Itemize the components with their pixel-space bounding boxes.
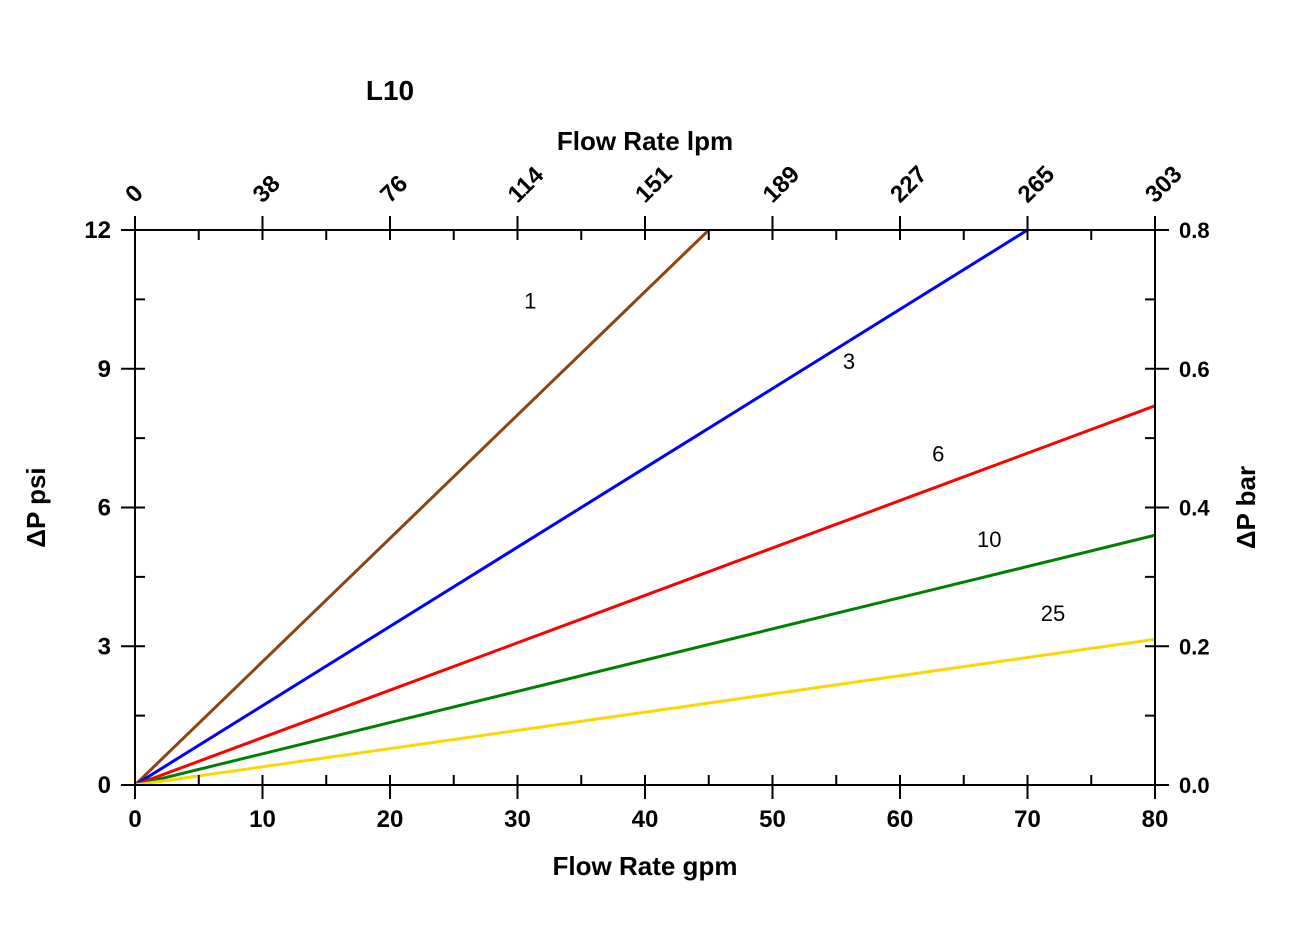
chart-container: L10Flow Rate lpm136102501020304050607080… <box>0 0 1298 952</box>
x-bottom-tick-label: 60 <box>887 806 914 833</box>
x-top-tick-label: 76 <box>375 170 413 208</box>
x-top-tick-label: 38 <box>248 170 286 208</box>
pressure-drop-chart: L10Flow Rate lpm136102501020304050607080… <box>0 0 1298 952</box>
y-right-tick-label: 0.0 <box>1179 773 1210 798</box>
x-top-tick-label: 303 <box>1140 161 1187 208</box>
series-label-25: 25 <box>1041 601 1065 626</box>
x-bottom-tick-label: 40 <box>632 806 659 833</box>
x-top-axis-label: Flow Rate lpm <box>557 126 733 156</box>
x-top-tick-label: 0 <box>120 180 149 209</box>
y-right-axis-label: ΔP bar <box>1231 466 1261 549</box>
y-right-tick-label: 0.8 <box>1179 218 1210 243</box>
y-right-tick-label: 0.2 <box>1179 634 1210 659</box>
x-top-tick-label: 189 <box>758 161 805 208</box>
x-bottom-tick-label: 0 <box>128 806 141 833</box>
x-bottom-tick-label: 80 <box>1142 806 1169 833</box>
x-bottom-axis-label: Flow Rate gpm <box>553 851 738 881</box>
y-left-tick-label: 0 <box>98 772 111 799</box>
x-top-tick-label: 151 <box>630 161 677 208</box>
y-left-tick-label: 3 <box>98 633 111 660</box>
x-bottom-tick-label: 10 <box>249 806 276 833</box>
x-bottom-tick-label: 30 <box>504 806 531 833</box>
y-left-tick-label: 6 <box>98 495 111 522</box>
series-label-3: 3 <box>843 349 855 374</box>
series-label-6: 6 <box>932 441 944 466</box>
x-top-tick-label: 227 <box>885 161 932 208</box>
y-left-axis-label: ΔP psi <box>21 467 51 547</box>
series-label-10: 10 <box>977 527 1001 552</box>
y-left-tick-label: 12 <box>84 217 111 244</box>
y-right-tick-label: 0.4 <box>1179 496 1210 521</box>
x-bottom-tick-label: 70 <box>1014 806 1041 833</box>
x-bottom-tick-label: 20 <box>377 806 404 833</box>
y-left-tick-label: 9 <box>98 356 111 383</box>
chart-title: L10 <box>366 75 414 106</box>
x-bottom-tick-label: 50 <box>759 806 786 833</box>
x-top-tick-label: 265 <box>1013 161 1060 208</box>
series-label-1: 1 <box>524 289 536 314</box>
y-right-tick-label: 0.6 <box>1179 357 1210 382</box>
x-top-tick-label: 114 <box>503 161 550 208</box>
